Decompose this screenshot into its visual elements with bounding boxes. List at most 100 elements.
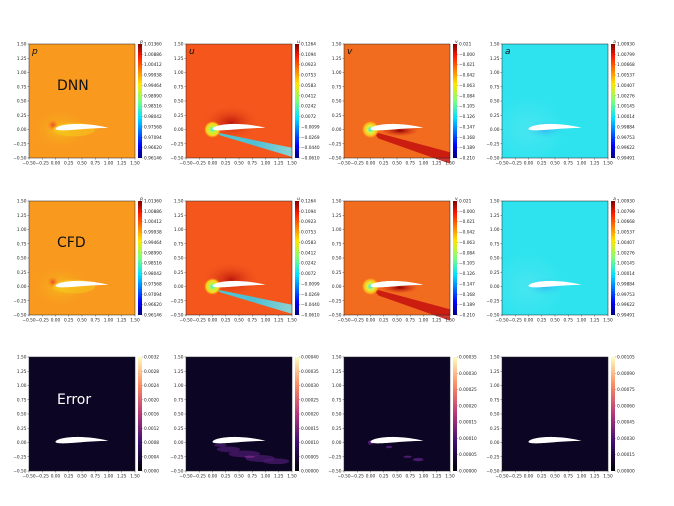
x-tick-label: 0.50	[234, 474, 244, 480]
colorbar-variable-label: u	[297, 197, 300, 202]
y-tick-label: −0.50	[328, 156, 341, 162]
colorbar-tick-label: 0.00000	[459, 469, 477, 475]
y-tick-label: −0.50	[13, 469, 26, 475]
x-tick-label: 1.25	[432, 161, 442, 167]
colorbar-tick-label: 0.99753	[617, 292, 635, 298]
colorbar-tick-label: 0.98042	[144, 114, 162, 120]
panel-error-v: 1.501.251.000.750.500.250.00−0.25−0.50−0…	[328, 355, 477, 480]
y-tick-label: 0.25	[490, 113, 500, 119]
colorbar-tick-label: 0.0028	[144, 369, 159, 375]
x-tick-label: −0.25	[36, 318, 49, 324]
y-tick-label: −0.50	[13, 313, 26, 319]
y-tick-label: 0.25	[490, 426, 500, 432]
x-tick-label: −0.50	[179, 474, 192, 480]
y-tick-label: 1.00	[17, 383, 27, 389]
colorbar	[295, 357, 299, 471]
panel-dnn-p: 1.501.251.000.750.500.250.00−0.25−0.50−0…	[13, 40, 162, 167]
colorbar-tick-label: 0.99938	[144, 230, 162, 236]
x-tick-label: 1.00	[104, 161, 114, 167]
y-tick-label: −0.25	[170, 298, 183, 304]
colorbar-tick-label: 1.00014	[617, 271, 635, 277]
row-label-dnn: DNN	[57, 78, 89, 94]
x-tick-label: 1.00	[419, 474, 429, 480]
colorbar-tick-label: 0.1094	[301, 52, 316, 58]
colorbar-tick-label: 0.99753	[617, 135, 635, 141]
x-tick-label: 1.00	[104, 318, 114, 324]
x-tick-label: 1.25	[274, 318, 284, 324]
y-tick-label: 1.25	[174, 56, 184, 62]
y-tick-label: 1.50	[332, 199, 342, 205]
x-tick-label: 0.00	[208, 474, 218, 480]
x-tick-label: 0.00	[524, 318, 534, 324]
colorbar-tick-label: 0.0583	[301, 83, 316, 89]
y-tick-label: 1.25	[332, 56, 342, 62]
x-tick-label: 0.00	[366, 474, 376, 480]
colorbar-variable-label: v	[455, 40, 458, 45]
colorbar-tick-label: 0.1264	[301, 42, 316, 48]
y-tick-label: 0.25	[17, 426, 27, 432]
airfoil	[55, 123, 109, 131]
y-tick-label: 0.00	[332, 440, 342, 446]
colorbar-tick-label: −0.0099	[301, 124, 320, 130]
colorbar-tick-label: 0.00040	[301, 355, 319, 361]
colorbar-variable-label: u	[297, 40, 300, 45]
x-tick-label: 1.50	[445, 474, 455, 480]
x-tick-label: −0.50	[22, 474, 35, 480]
x-tick-label: −0.25	[509, 161, 522, 167]
colorbar-tick-label: 0.00060	[617, 403, 635, 409]
colorbar-tick-label: −0.0610	[301, 156, 320, 162]
colorbar-tick-label: 0.0242	[301, 104, 316, 110]
colorbar-tick-label: 0.00005	[459, 452, 477, 458]
x-tick-label: 0.75	[405, 161, 415, 167]
y-tick-label: 1.50	[174, 42, 184, 48]
error-field	[344, 357, 450, 471]
colorbar-tick-label: −0.021	[459, 219, 475, 225]
airfoil	[212, 436, 266, 444]
colorbar-tick-label: 0.00020	[459, 403, 477, 409]
y-tick-label: 0.75	[174, 397, 184, 403]
y-tick-label: −0.50	[170, 313, 183, 319]
y-tick-label: 0.50	[17, 99, 27, 105]
row-label-cfd: CFD	[57, 235, 86, 251]
x-tick-label: 1.50	[130, 318, 140, 324]
y-tick-label: 0.25	[332, 426, 342, 432]
airfoil	[370, 436, 424, 444]
y-tick-label: 0.50	[174, 412, 184, 418]
colorbar-tick-label: 0.00035	[301, 369, 319, 375]
y-tick-label: 0.25	[17, 113, 27, 119]
x-tick-label: 1.00	[261, 318, 271, 324]
x-tick-label: 0.25	[379, 474, 389, 480]
x-tick-label: 1.00	[577, 474, 587, 480]
colorbar-tick-label: 1.00799	[617, 52, 635, 58]
colorbar-tick-label: 0.00015	[617, 452, 635, 458]
x-tick-label: 1.00	[261, 474, 271, 480]
colorbar	[611, 201, 615, 315]
x-tick-label: 1.25	[432, 474, 442, 480]
y-tick-label: 1.00	[174, 227, 184, 233]
x-tick-label: 1.25	[590, 318, 600, 324]
x-tick-label: 1.50	[130, 474, 140, 480]
x-tick-label: 0.50	[234, 318, 244, 324]
colorbar-tick-label: 0.0012	[144, 426, 159, 432]
x-tick-label: 0.00	[524, 161, 534, 167]
colorbar-tick-label: 0.99622	[617, 145, 635, 151]
y-tick-label: 0.50	[332, 99, 342, 105]
y-tick-label: 1.25	[490, 369, 500, 375]
x-tick-label: 0.50	[392, 161, 402, 167]
colorbar-tick-label: −0.0269	[301, 135, 320, 141]
x-tick-label: 1.50	[445, 318, 455, 324]
x-tick-label: −0.50	[495, 474, 508, 480]
colorbar-tick-label: 0.97568	[144, 281, 162, 287]
y-tick-label: 0.25	[174, 426, 184, 432]
y-tick-label: 0.75	[174, 84, 184, 90]
y-tick-label: 0.75	[490, 84, 500, 90]
colorbar-tick-label: 1.00799	[617, 209, 635, 215]
colorbar-tick-label: 0.00030	[301, 383, 319, 389]
x-tick-label: 0.50	[550, 161, 560, 167]
colorbar-tick-label: 0.96620	[144, 145, 162, 151]
y-tick-label: 0.00	[17, 440, 27, 446]
x-tick-label: 1.50	[287, 318, 297, 324]
variable-label: v	[347, 47, 353, 57]
x-tick-label: 0.25	[221, 318, 231, 324]
